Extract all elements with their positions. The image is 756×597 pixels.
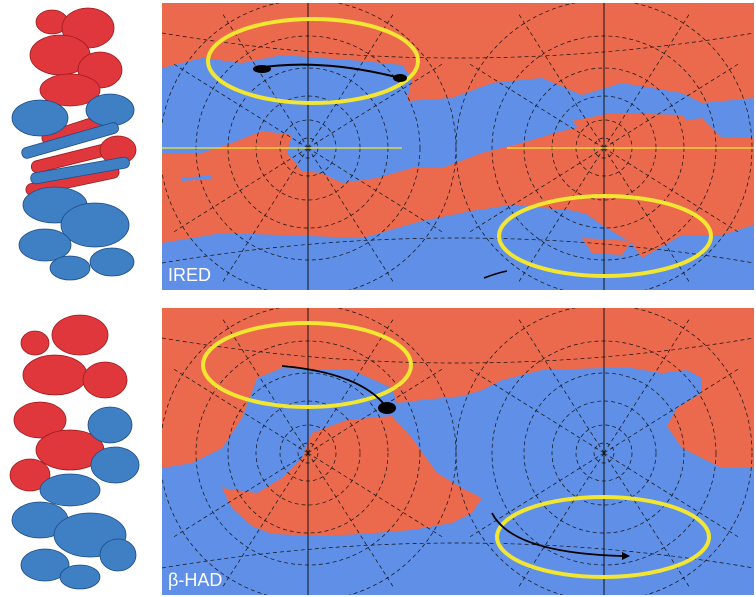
trajectory-line xyxy=(281,365,388,409)
highlight-ellipse xyxy=(201,321,413,409)
highlight-ellipse xyxy=(497,194,713,278)
projection-map xyxy=(162,308,754,595)
angle-map-ired: IRED xyxy=(162,3,754,290)
protein-structure-ired xyxy=(0,0,160,290)
projection-map xyxy=(162,3,754,290)
panel-label: IRED xyxy=(168,265,212,285)
protein-ribbon-icon xyxy=(9,314,140,590)
grid-lines xyxy=(162,308,754,595)
red-region xyxy=(182,113,697,255)
highlight-ellipse xyxy=(206,17,420,105)
trajectory-line xyxy=(491,512,623,557)
protein-ribbon-icon xyxy=(11,7,137,281)
blue-region xyxy=(162,55,754,290)
angle-map-bhad: β-HAD xyxy=(162,308,754,595)
highlight-ellipse xyxy=(495,495,711,579)
panel-label: β-HAD xyxy=(168,570,223,590)
trajectory-line xyxy=(256,63,401,79)
red-region xyxy=(162,308,754,536)
protein-structure-bhad xyxy=(0,305,160,597)
